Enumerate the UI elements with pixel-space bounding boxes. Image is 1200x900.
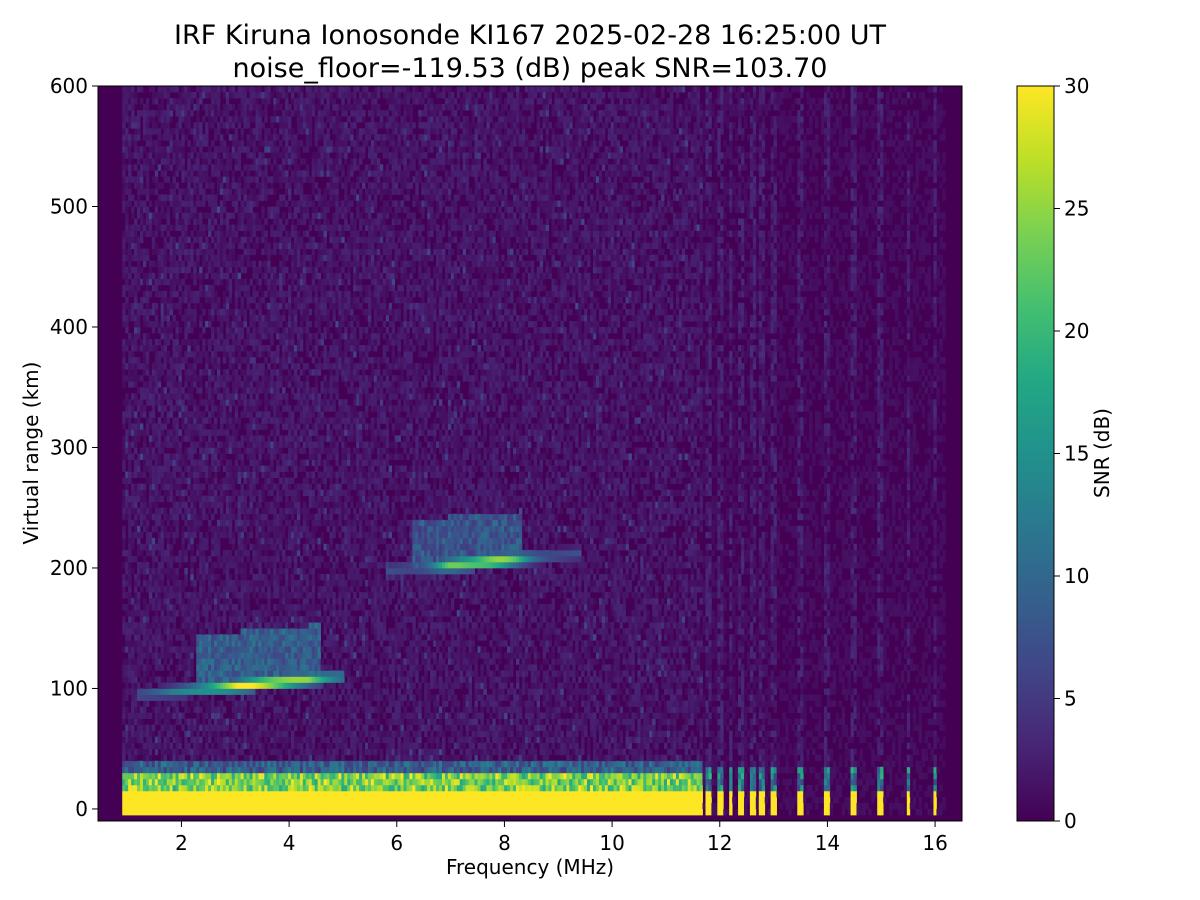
- chart-title-line1: IRF Kiruna Ionosonde KI167 2025-02-28 16…: [174, 20, 887, 51]
- colorbar: 0 5 10 15 20 25 30 SNR (dB): [1016, 74, 1114, 833]
- plot-area: [97, 85, 963, 822]
- colorbar-tick-label: 10: [1064, 564, 1089, 588]
- x-tick-label: 10: [599, 831, 624, 855]
- y-tick-label: 600: [50, 74, 88, 98]
- x-tick-label: 2: [175, 831, 188, 855]
- y-tick-label: 0: [75, 797, 88, 821]
- colorbar-tick-label: 5: [1064, 687, 1077, 711]
- plot-frame: [97, 85, 963, 822]
- x-tick-label: 6: [390, 831, 403, 855]
- colorbar-tick-label: 20: [1064, 319, 1089, 343]
- x-tick-label: 12: [707, 831, 732, 855]
- colorbar-tick-label: 0: [1064, 809, 1077, 833]
- colorbar-ticks: 0 5 10 15 20 25 30: [1054, 74, 1089, 833]
- x-tick-label: 4: [283, 831, 296, 855]
- colorbar-gradient: [1016, 85, 1055, 822]
- x-tick-label: 8: [498, 831, 511, 855]
- chart-title-line2: noise_floor=-119.53 (dB) peak SNR=103.70: [233, 53, 828, 84]
- x-tick-label: 16: [922, 831, 947, 855]
- colorbar-tick-label: 30: [1064, 74, 1089, 98]
- y-tick-label: 400: [50, 315, 88, 339]
- x-axis: 2 4 6 8 10 12 14 16: [175, 821, 948, 855]
- y-tick-label: 100: [50, 676, 88, 700]
- colorbar-tick-label: 25: [1064, 197, 1089, 221]
- x-tick-label: 14: [815, 831, 840, 855]
- y-tick-label: 500: [50, 194, 88, 218]
- y-tick-label: 300: [50, 435, 88, 459]
- heatmap-cells: [122, 86, 946, 816]
- colorbar-label: SNR (dB): [1090, 408, 1114, 498]
- x-axis-label: Frequency (MHz): [446, 855, 614, 879]
- y-tick-label: 200: [50, 556, 88, 580]
- colorbar-tick-label: 15: [1064, 442, 1089, 466]
- y-axis-label: Virtual range (km): [19, 362, 43, 545]
- y-axis: 0 100 200 300 400 500 600: [50, 74, 98, 821]
